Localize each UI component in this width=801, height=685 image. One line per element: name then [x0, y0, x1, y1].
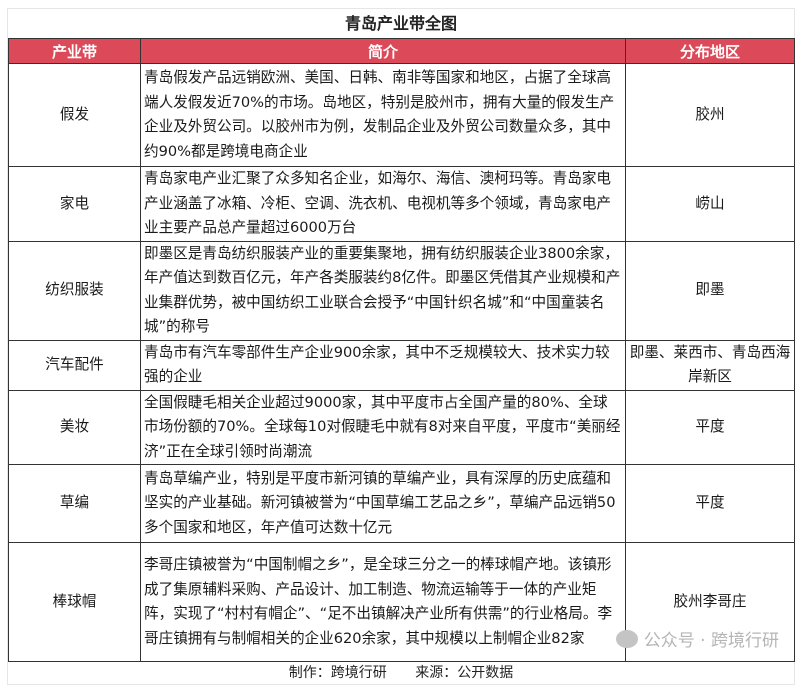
watermark: 公众号 · 跨境行研: [615, 626, 779, 651]
description-cell: 全国假睫毛相关企业超过9000家，其中平度市占全国产量的80%、全球市场份额的7…: [140, 389, 626, 465]
region-cell: 崂山: [625, 166, 795, 242]
watermark-text: 公众号 · 跨境行研: [643, 631, 779, 651]
region-cell: 平度: [625, 464, 795, 543]
table-row: 美妆 全国假睫毛相关企业超过9000家，其中平度市占全国产量的80%、全球市场份额…: [8, 389, 795, 465]
table-row: 家电 青岛家电产业汇聚了众多知名企业，如海尔、海信、澳柯玛等。青岛家电产业涵盖了冰…: [8, 166, 795, 242]
industry-name-cell: 汽车配件: [8, 339, 141, 391]
industry-name-cell: 假发: [8, 63, 141, 167]
region-cell: 胶州: [625, 63, 795, 167]
region-cell: 即墨、莱西市、青岛西海岸新区: [625, 339, 795, 391]
description-cell: 青岛草编产业，特别是平度市新河镇的草编产业，具有深厚的历史底蕴和坚实的产业基础。…: [140, 464, 626, 543]
table-row: 纺织服装 即墨区是青岛纺织服装产业的重要集聚地，拥有纺织服装企业3800余家，年产…: [8, 240, 795, 341]
header-row: 产业带 简介 分布地区: [8, 38, 795, 64]
industry-name-cell: 家电: [8, 166, 141, 242]
industry-table-card: 青岛产业带全图 产业带 简介 分布地区 假发 青岛假发产品远销欧洲、美国、日韩、南…: [7, 8, 795, 685]
wechat-icon: [615, 629, 638, 648]
footer-source: 来源：公开数据: [415, 665, 514, 681]
industry-name-cell: 纺织服装: [8, 240, 141, 341]
industry-name-cell: 草编: [8, 464, 141, 543]
column-header-region: 分布地区: [625, 38, 795, 64]
industry-name-cell: 美妆: [8, 389, 141, 465]
table-row: 汽车配件 青岛市有汽车零部件生产企业900余家，其中不乏规模较大、技术实力较强的企…: [8, 339, 795, 391]
description-cell: 青岛市有汽车零部件生产企业900余家，其中不乏规模较大、技术实力较强的企业: [140, 339, 626, 391]
industry-name-cell: 棒球帽: [8, 542, 141, 662]
table-footer: 制作：跨境行研 来源：公开数据: [8, 662, 794, 684]
table-row: 草编 青岛草编产业，特别是平度市新河镇的草编产业，具有深厚的历史底蕴和坚实的产业基…: [8, 464, 795, 543]
table-row: 假发 青岛假发产品远销欧洲、美国、日韩、南非等国家和地区，占据了全球高端人发假发近…: [8, 63, 795, 167]
region-cell: 胶州李哥庄: [625, 542, 795, 662]
column-header-description: 简介: [140, 38, 626, 64]
footer-maker: 制作：跨境行研: [288, 665, 387, 681]
table-row: 棒球帽 李哥庄镇被誉为“中国制帽之乡”，是全球三分之一的棒球帽产地。该镇形成了集原…: [8, 542, 795, 662]
description-cell: 即墨区是青岛纺织服装产业的重要集聚地，拥有纺织服装企业3800余家，年产值达到数…: [140, 240, 626, 341]
region-cell: 平度: [625, 389, 795, 465]
description-cell: 青岛家电产业汇聚了众多知名企业，如海尔、海信、澳柯玛等。青岛家电产业涵盖了冰箱、…: [140, 166, 626, 242]
column-header-industry: 产业带: [8, 38, 141, 64]
description-cell: 李哥庄镇被誉为“中国制帽之乡”，是全球三分之一的棒球帽产地。该镇形成了集原辅料采…: [140, 542, 626, 662]
table-title: 青岛产业带全图: [344, 14, 457, 33]
region-cell: 即墨: [625, 240, 795, 341]
description-cell: 青岛假发产品远销欧洲、美国、日韩、南非等国家和地区，占据了全球高端人发假发近70…: [140, 63, 626, 167]
industry-table: 产业带 简介 分布地区 假发 青岛假发产品远销欧洲、美国、日韩、南非等国家和地区，…: [8, 38, 795, 662]
